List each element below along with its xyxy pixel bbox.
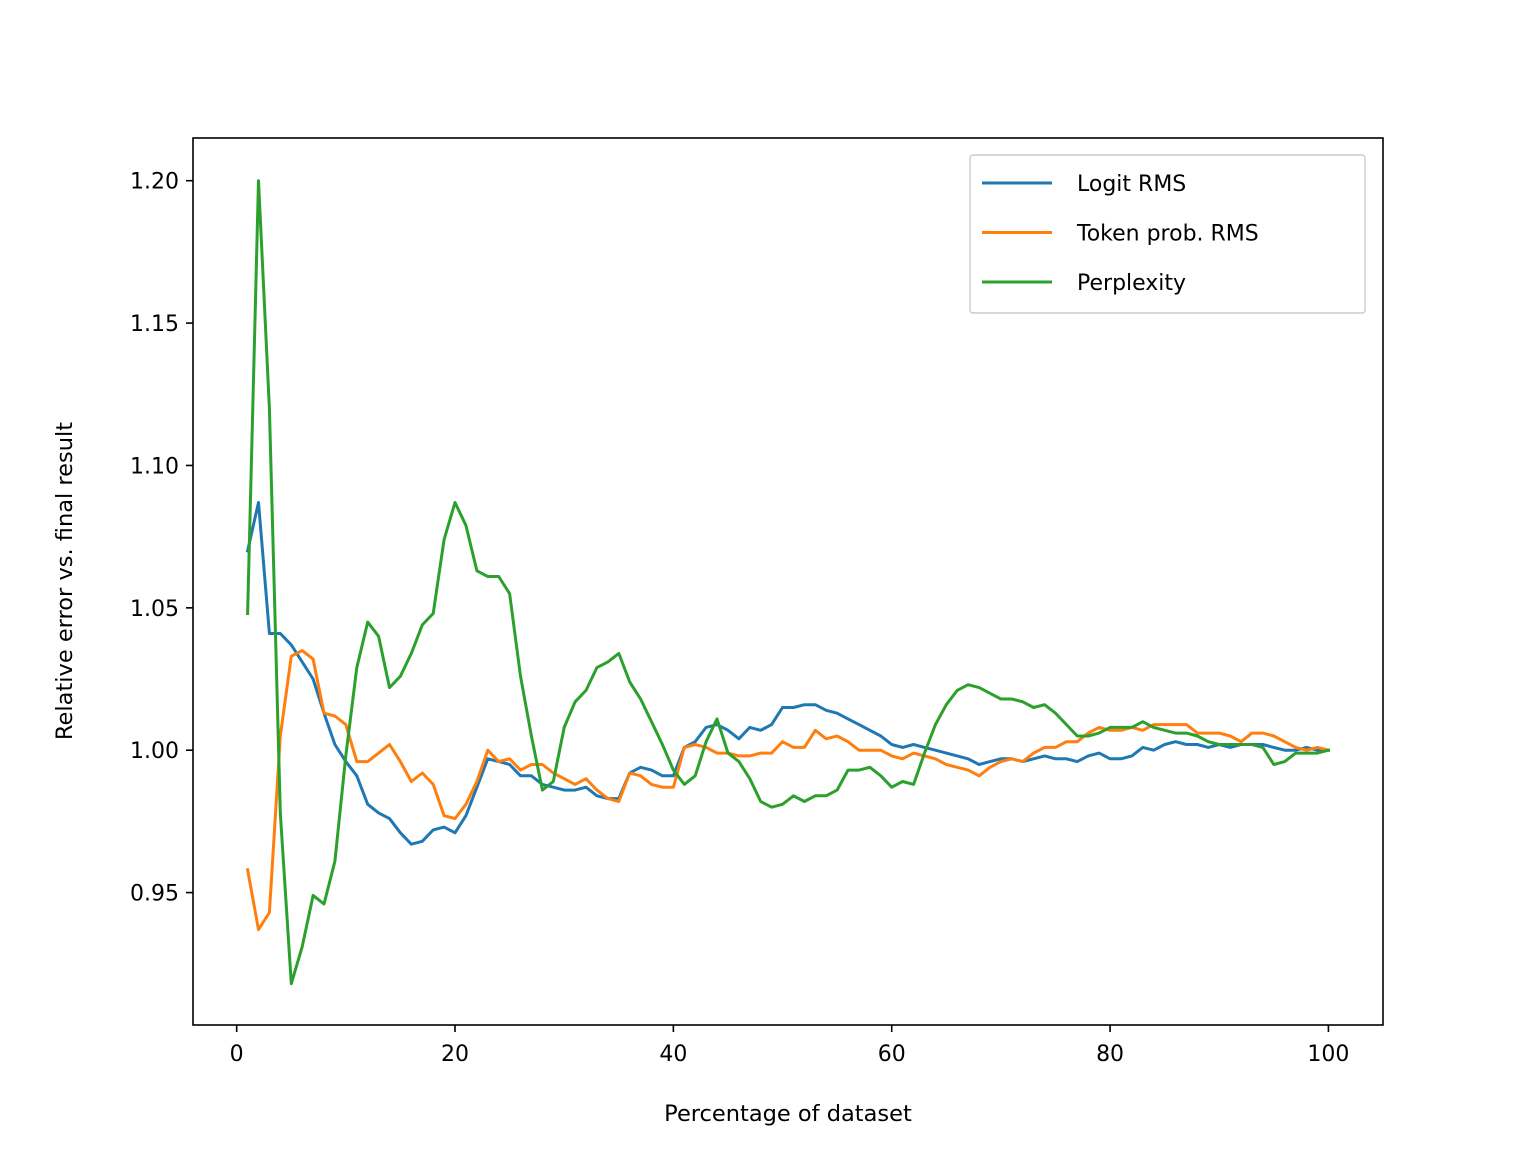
x-tick-label: 80 bbox=[1096, 1042, 1124, 1067]
x-tick-label: 60 bbox=[878, 1042, 906, 1067]
series-line-2 bbox=[246, 179, 1331, 986]
x-tick-label: 20 bbox=[441, 1042, 469, 1067]
y-tick-label: 1.10 bbox=[130, 454, 179, 479]
legend: Logit RMS Token prob. RMS Perplexity bbox=[969, 154, 1366, 314]
y-tick-label: 1.15 bbox=[130, 312, 179, 337]
series-line-0 bbox=[245, 501, 1330, 846]
legend-label-1: Token prob. RMS bbox=[1076, 222, 1259, 247]
y-axis-label: Relative error vs. final result bbox=[52, 422, 78, 740]
x-tick-label: 40 bbox=[659, 1042, 687, 1067]
y-axis-ticks: 0.95 1.00 1.05 1.10 1.15 1.20 bbox=[130, 170, 193, 907]
plot-lines bbox=[245, 179, 1331, 986]
x-tick-label: 0 bbox=[230, 1042, 244, 1067]
y-tick-label: 1.20 bbox=[130, 170, 179, 195]
legend-label-2: Perplexity bbox=[1077, 271, 1186, 296]
y-tick-label: 1.00 bbox=[130, 739, 179, 764]
x-axis-label: Percentage of dataset bbox=[664, 1101, 912, 1127]
y-tick-label: 1.05 bbox=[130, 597, 179, 622]
x-axis-ticks: 0 20 40 60 80 100 bbox=[230, 1025, 1349, 1067]
legend-box bbox=[969, 154, 1366, 314]
plot-frame bbox=[192, 137, 1384, 1026]
y-tick-label: 0.95 bbox=[130, 882, 179, 907]
series-line-1 bbox=[245, 649, 1331, 932]
x-tick-label: 100 bbox=[1307, 1042, 1349, 1067]
legend-label-0: Logit RMS bbox=[1077, 172, 1186, 197]
